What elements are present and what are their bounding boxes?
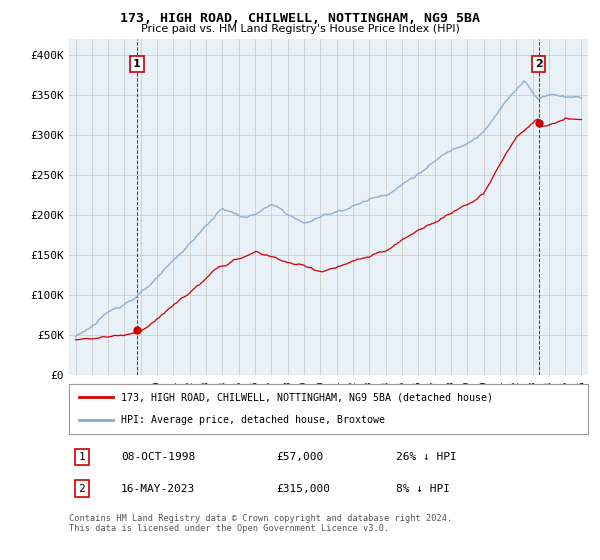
Text: HPI: Average price, detached house, Broxtowe: HPI: Average price, detached house, Brox… bbox=[121, 416, 385, 426]
Text: 16-MAY-2023: 16-MAY-2023 bbox=[121, 484, 195, 493]
Text: 26% ↓ HPI: 26% ↓ HPI bbox=[396, 452, 457, 462]
Text: 1: 1 bbox=[79, 452, 85, 462]
Text: 173, HIGH ROAD, CHILWELL, NOTTINGHAM, NG9 5BA (detached house): 173, HIGH ROAD, CHILWELL, NOTTINGHAM, NG… bbox=[121, 392, 493, 402]
Text: £57,000: £57,000 bbox=[277, 452, 324, 462]
Text: 08-OCT-1998: 08-OCT-1998 bbox=[121, 452, 195, 462]
Text: 1: 1 bbox=[133, 59, 141, 69]
Text: 2: 2 bbox=[535, 59, 542, 69]
Text: £315,000: £315,000 bbox=[277, 484, 331, 493]
Text: 173, HIGH ROAD, CHILWELL, NOTTINGHAM, NG9 5BA: 173, HIGH ROAD, CHILWELL, NOTTINGHAM, NG… bbox=[120, 12, 480, 25]
Text: Price paid vs. HM Land Registry's House Price Index (HPI): Price paid vs. HM Land Registry's House … bbox=[140, 24, 460, 34]
Text: 2: 2 bbox=[79, 484, 85, 493]
Text: 8% ↓ HPI: 8% ↓ HPI bbox=[396, 484, 450, 493]
Text: Contains HM Land Registry data © Crown copyright and database right 2024.
This d: Contains HM Land Registry data © Crown c… bbox=[69, 514, 452, 534]
